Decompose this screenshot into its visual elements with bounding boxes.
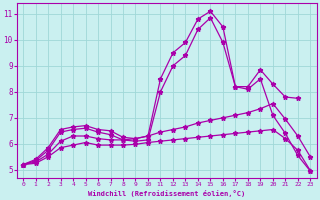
X-axis label: Windchill (Refroidissement éolien,°C): Windchill (Refroidissement éolien,°C) [88, 190, 245, 197]
